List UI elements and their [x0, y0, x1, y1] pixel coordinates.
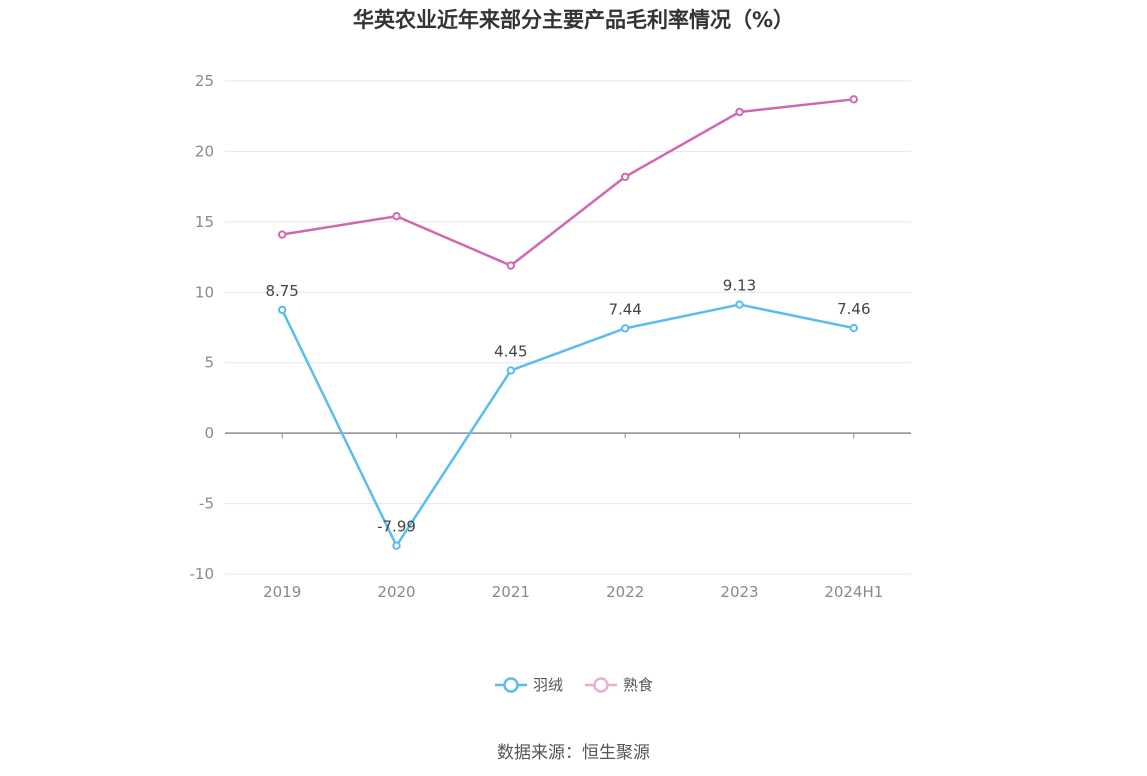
grid-lines: [225, 80, 911, 575]
data-labels: 8.75 -7.99 4.45 7.44 9.13 7.46: [265, 277, 870, 536]
chart-title: 华英农业近年来部分主要产品毛利率情况（%）: [352, 8, 795, 32]
y-tick-label: 25: [195, 72, 214, 90]
data-label: 7.46: [837, 300, 870, 318]
axes: 25 20 15 10 5 0 -5 -10 2019 2020 2021 2022 2023 2024H…: [190, 72, 911, 601]
series-line-2: [281, 98, 854, 267]
x-tick-label: 2019: [263, 583, 301, 601]
legend-marker: [503, 677, 519, 693]
data-label: 7.44: [608, 300, 641, 318]
legend-label: 熟食: [623, 676, 653, 694]
y-tick-label: 20: [195, 142, 214, 160]
legend-marker: [593, 677, 609, 693]
data-point: [735, 107, 744, 117]
x-tick-label: 2020: [377, 583, 415, 601]
data-point: [849, 323, 859, 333]
y-tick-label: 5: [204, 354, 214, 372]
data-point: [392, 212, 401, 221]
y-tick-label: 15: [195, 213, 214, 231]
x-tick-label: 2022: [606, 583, 644, 601]
x-tick-label: 2021: [492, 583, 530, 601]
legend-item-1: 羽绒: [495, 676, 563, 694]
data-source: 数据来源：恒生聚源: [497, 743, 650, 763]
data-point: [392, 541, 401, 550]
y-tick-label: -10: [190, 565, 215, 583]
y-tick-label: 10: [195, 283, 214, 301]
data-point: [277, 230, 287, 239]
x-tick-label: 2024H1: [824, 583, 883, 601]
y-tick-label: -5: [199, 495, 214, 513]
data-point: [620, 172, 630, 181]
series: [277, 95, 859, 550]
data-point: [849, 95, 859, 104]
legend: 羽绒 熟食: [495, 676, 653, 694]
data-point: [277, 305, 287, 315]
data-point: [506, 366, 516, 375]
legend-item-2: 熟食: [585, 676, 653, 694]
data-label: 8.75: [265, 282, 298, 300]
legend-label: 羽绒: [533, 676, 563, 694]
y-tick-label: 0: [204, 424, 214, 442]
data-point: [506, 261, 516, 270]
data-point: [620, 324, 630, 333]
data-point: [735, 300, 744, 309]
data-label: 9.13: [723, 277, 756, 295]
series-line-1: [281, 303, 855, 547]
data-label: -7.99: [377, 518, 416, 536]
x-tick-label: 2023: [720, 583, 758, 601]
data-label: 4.45: [494, 342, 527, 360]
